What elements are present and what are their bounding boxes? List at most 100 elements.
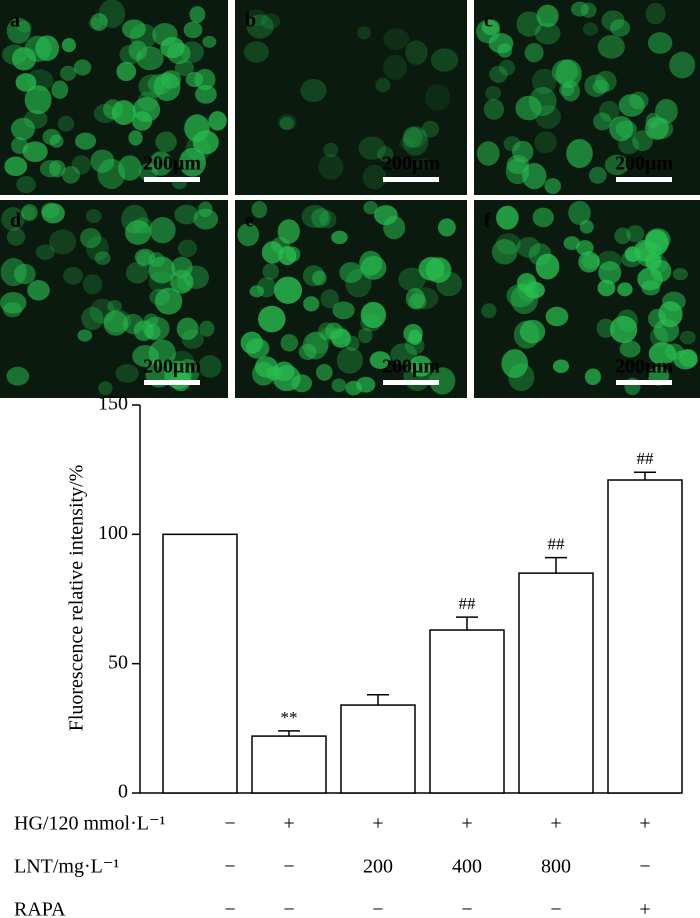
cell bbox=[496, 205, 519, 230]
cell bbox=[195, 85, 217, 104]
treatment-label: RAPA bbox=[14, 899, 66, 918]
cell bbox=[149, 216, 176, 244]
cell bbox=[632, 130, 653, 152]
cell bbox=[609, 115, 634, 142]
cell bbox=[128, 130, 143, 146]
cell bbox=[405, 40, 428, 65]
cell bbox=[198, 355, 222, 378]
cell bbox=[274, 276, 303, 304]
cell bbox=[6, 17, 31, 44]
bar bbox=[251, 735, 327, 794]
cell bbox=[180, 41, 204, 63]
cell bbox=[35, 35, 60, 62]
cell bbox=[6, 228, 26, 246]
cell bbox=[619, 340, 641, 358]
cell bbox=[491, 239, 518, 265]
cell bbox=[594, 70, 617, 92]
cell bbox=[363, 200, 378, 215]
cell bbox=[429, 367, 456, 395]
treatment-value: − bbox=[224, 813, 235, 835]
treatment-value: − bbox=[372, 899, 383, 918]
panel-label: e bbox=[245, 210, 254, 232]
cell bbox=[524, 43, 544, 63]
cell bbox=[534, 22, 561, 45]
panel-label: d bbox=[10, 210, 21, 232]
cell bbox=[362, 164, 387, 190]
cell bbox=[535, 253, 560, 280]
cell bbox=[339, 262, 363, 283]
cell bbox=[648, 342, 677, 366]
cell bbox=[522, 163, 547, 190]
cell bbox=[152, 22, 178, 46]
cell bbox=[111, 100, 136, 125]
bar bbox=[518, 572, 594, 794]
cell bbox=[331, 328, 352, 348]
cell bbox=[320, 328, 335, 341]
cell bbox=[409, 355, 433, 377]
cell bbox=[27, 280, 50, 301]
scale-bar bbox=[144, 177, 200, 182]
bar bbox=[607, 479, 683, 794]
cell bbox=[570, 1, 589, 17]
cell bbox=[260, 13, 281, 30]
cell bbox=[416, 158, 432, 171]
cell bbox=[73, 59, 92, 76]
cell bbox=[524, 281, 545, 299]
scale-label: 200μm bbox=[615, 153, 673, 175]
cell bbox=[609, 315, 638, 344]
cell bbox=[552, 359, 570, 374]
cells bbox=[0, 201, 222, 396]
panel-label: f bbox=[484, 210, 491, 232]
cell bbox=[481, 303, 497, 319]
cell bbox=[485, 86, 501, 101]
cell bbox=[90, 13, 108, 31]
cell bbox=[249, 285, 265, 298]
cell bbox=[673, 349, 698, 370]
cell bbox=[208, 111, 227, 131]
cell bbox=[61, 166, 81, 184]
cell bbox=[383, 54, 408, 80]
scale-bar bbox=[383, 380, 439, 385]
cell bbox=[669, 51, 696, 79]
panel-label: c bbox=[484, 10, 493, 32]
cell bbox=[74, 132, 97, 150]
cell bbox=[6, 366, 30, 386]
cell bbox=[532, 207, 554, 228]
treatment-value: − bbox=[283, 899, 294, 918]
cell bbox=[94, 251, 111, 265]
cell bbox=[618, 94, 645, 117]
cell bbox=[323, 142, 339, 158]
cell bbox=[23, 109, 48, 129]
cell bbox=[679, 330, 696, 345]
cell bbox=[425, 257, 452, 283]
cell bbox=[408, 329, 423, 345]
cell bbox=[604, 154, 629, 176]
cell bbox=[116, 61, 137, 82]
cell bbox=[107, 299, 122, 313]
scale-label: 200μm bbox=[615, 356, 673, 378]
significance: ## bbox=[548, 535, 566, 554]
treatment-label: LNT/mg·L⁻¹ bbox=[14, 856, 119, 878]
cell bbox=[185, 71, 204, 88]
cell bbox=[181, 329, 204, 349]
cell bbox=[599, 100, 620, 122]
cell bbox=[624, 246, 641, 262]
cell bbox=[4, 156, 28, 177]
cell bbox=[336, 347, 364, 374]
cells bbox=[2, 0, 227, 194]
cell bbox=[644, 116, 669, 140]
treatment-value: + bbox=[461, 813, 472, 835]
cell bbox=[614, 227, 631, 245]
cell bbox=[277, 219, 300, 244]
cell bbox=[184, 114, 210, 143]
cell bbox=[584, 368, 602, 386]
cell bbox=[616, 309, 638, 332]
cell bbox=[496, 233, 521, 255]
cell bbox=[425, 84, 451, 111]
panel-label: b bbox=[245, 10, 256, 32]
cell bbox=[246, 14, 274, 39]
cell bbox=[377, 146, 394, 162]
cell bbox=[356, 376, 376, 393]
cell bbox=[555, 59, 582, 88]
cell bbox=[279, 116, 294, 130]
